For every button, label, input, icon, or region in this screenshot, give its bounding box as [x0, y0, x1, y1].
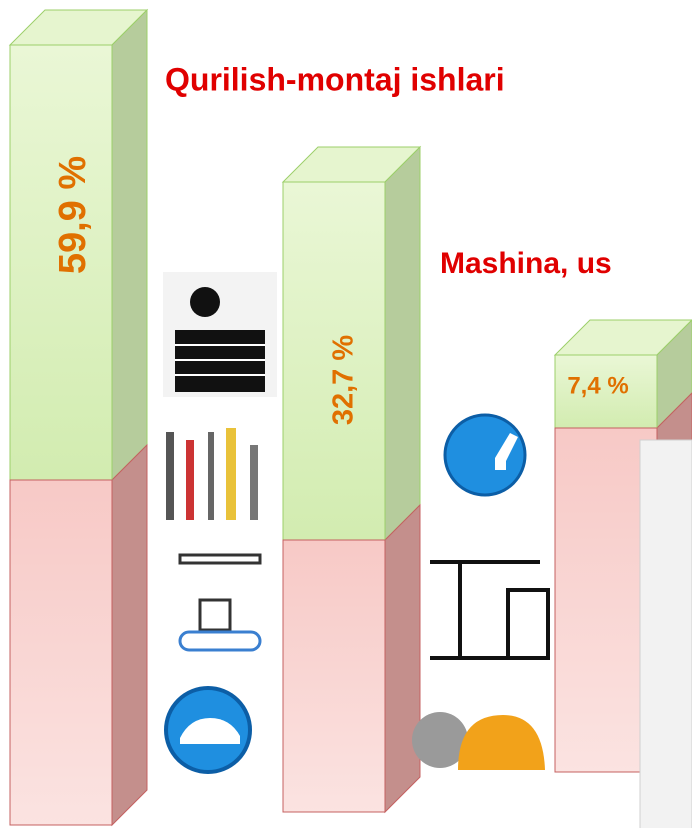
machine-icon [178, 553, 262, 652]
excavator-icon [443, 413, 527, 497]
card [639, 439, 692, 828]
bar-2 [281, 145, 422, 814]
bar-label: 59,9 % [52, 156, 94, 274]
bar-label: 32,7 % [328, 335, 360, 425]
bar-label: 7,4 % [567, 372, 628, 399]
gear-helmet-icon [412, 712, 545, 770]
worker-icon [163, 272, 277, 397]
bar-1 [8, 8, 149, 827]
tools-icon [166, 428, 258, 520]
crane-icon [430, 560, 550, 660]
heading: Mashina, us [440, 247, 612, 280]
car-icon [164, 686, 252, 774]
heading: Qurilish-montaj ishlari [165, 61, 505, 97]
